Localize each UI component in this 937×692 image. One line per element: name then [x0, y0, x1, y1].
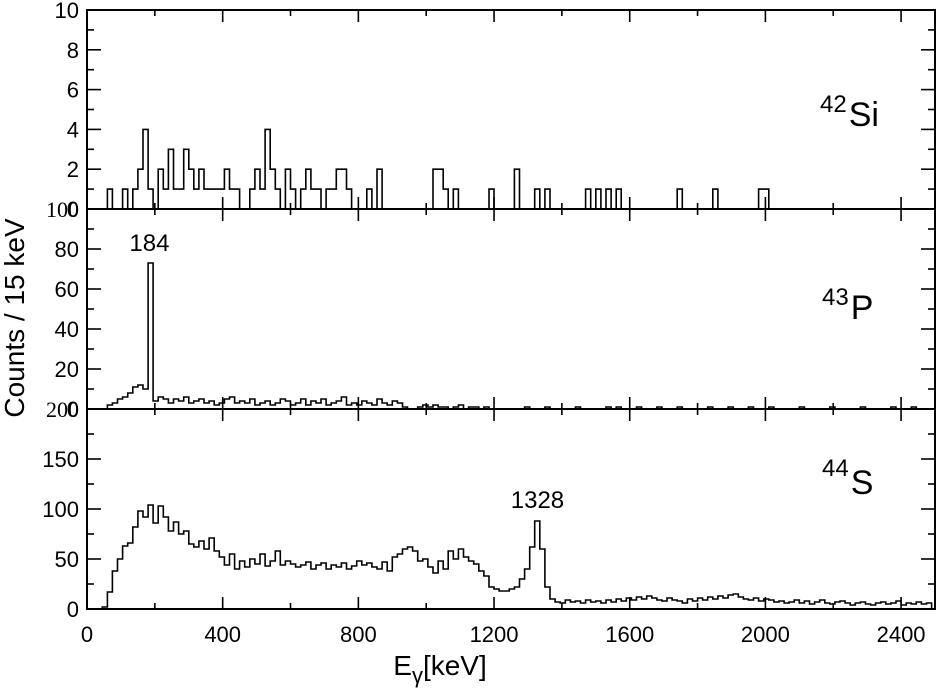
y-tick-label: 0 — [67, 597, 79, 622]
y-tick-label: 100 — [42, 497, 79, 522]
y-tick-label: 6 — [67, 78, 79, 103]
x-tick-label: 1600 — [605, 622, 654, 647]
x-axis-title: Eγ[keV] — [393, 650, 487, 688]
x-tick-label: 2400 — [877, 622, 926, 647]
y-tick-label: 40 — [55, 317, 79, 342]
y-tick-label: 8 — [67, 38, 79, 63]
isotope-label-si42: 42Si — [820, 91, 879, 134]
x-tick-label: 800 — [340, 622, 377, 647]
y-tick-label-top: 100 — [46, 197, 79, 222]
y-tick-label: 80 — [55, 237, 79, 262]
panels-layer: 0 2 4 6 8 10 42Si 0 20 40 60 80 100 43P 184 0 50 100 150 20… — [42, 0, 936, 622]
x-tick-label: 0 — [81, 622, 93, 647]
histogram-series-si42 — [106, 128, 774, 210]
y-tick-label: 2 — [67, 157, 79, 182]
y-tick-label: 60 — [55, 277, 79, 302]
x-tick-label: 1200 — [470, 622, 519, 647]
y-tick-label-top: 200 — [46, 397, 79, 422]
y-tick-label-top: 10 — [55, 0, 79, 23]
y-tick-label: 50 — [55, 547, 79, 572]
panel-frame — [86, 208, 936, 410]
x-axis: 0 400 800 1200 1600 2000 2400 — [81, 622, 926, 647]
isotope-label-p43: 43P — [822, 284, 873, 327]
peak-label: 1328 — [511, 487, 564, 514]
x-tick-label: 2000 — [741, 622, 790, 647]
x-tick-label: 400 — [204, 622, 241, 647]
y-tick-label: 4 — [67, 117, 79, 142]
histogram-series-p43 — [106, 262, 922, 410]
y-tick-label: 0 — [67, 397, 79, 422]
y-tick-label: 150 — [42, 447, 79, 472]
histogram-series-s44 — [101, 504, 933, 609]
y-tick-label: 0 — [67, 197, 79, 222]
panel-s44: 0 50 100 150 200 44S 1328 — [42, 397, 936, 622]
panel-p43: 0 20 40 60 80 100 43P 184 — [46, 197, 936, 422]
isotope-label-s44: 44S — [822, 455, 873, 502]
y-axis-title: Counts / 15 keV — [0, 218, 30, 418]
panel-frame — [86, 9, 936, 210]
y-tick-label: 20 — [55, 357, 79, 382]
panel-si42: 0 2 4 6 8 10 42Si — [55, 0, 936, 222]
peak-label: 184 — [129, 230, 169, 257]
